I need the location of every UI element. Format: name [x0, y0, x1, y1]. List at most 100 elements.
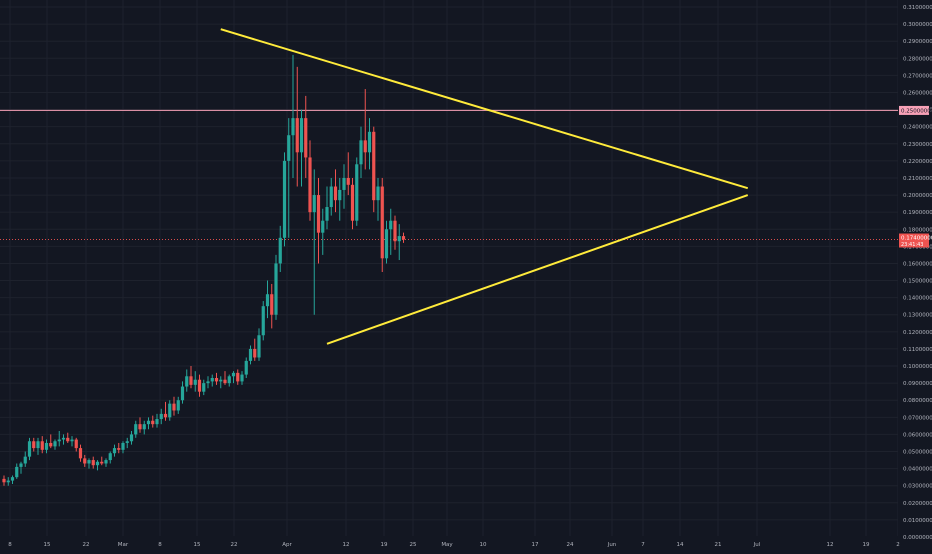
candle-body [121, 442, 125, 450]
candle-body [295, 118, 299, 153]
horizontal-lines [0, 109, 898, 241]
candle-body [367, 131, 372, 153]
candle-body [325, 207, 329, 221]
candle-body [253, 348, 257, 358]
candle-body [15, 466, 19, 478]
candle-body [342, 177, 346, 190]
candle-body [32, 441, 36, 449]
candle-body [261, 306, 265, 336]
candle-countdown-label: 23:41:43 [901, 242, 923, 248]
price-axis-background [898, 0, 932, 550]
time-tick-label: 10 [480, 542, 487, 548]
candle-body [287, 135, 291, 161]
candle-body [91, 460, 95, 466]
time-axis[interactable]: 8 15 22 Mar 8 15 22 Apr 12 19 25 May 10 17 24 Jun 7 14 21 J… [0, 536, 900, 550]
time-tick-label: 12 [343, 542, 350, 548]
candle-body [401, 236, 406, 240]
lower-trendline[interactable] [326, 194, 749, 345]
candle-body [278, 237, 282, 264]
candle-body [270, 294, 274, 315]
candle-body [74, 439, 78, 449]
candle-body [210, 378, 214, 382]
trendlines-layer[interactable] [220, 28, 749, 345]
candle-body [380, 186, 384, 259]
time-tick-label: Mar [118, 542, 129, 548]
candle-body [197, 379, 202, 392]
candle-body [142, 424, 146, 430]
candle-body [397, 236, 401, 242]
candle-body [185, 376, 189, 387]
candle-body [180, 386, 185, 401]
time-tick-label: 8 [158, 542, 162, 548]
candle-body [312, 195, 316, 213]
grid-layer [0, 0, 899, 538]
time-tick-label: 19 [381, 542, 388, 548]
time-tick-label: 22 [83, 542, 90, 548]
candle-body [372, 131, 376, 201]
candle-body [219, 379, 223, 382]
candle-body [159, 413, 163, 420]
candle-body [172, 403, 176, 411]
candle-body [146, 420, 151, 425]
candle-body [163, 413, 168, 418]
candle-body [61, 437, 66, 440]
candle-body [316, 195, 321, 233]
candle-body [117, 448, 121, 450]
time-tick-label: Jun [607, 542, 617, 548]
time-tick-label: 7 [641, 542, 645, 548]
candle-body [151, 420, 155, 425]
candle-body [384, 229, 389, 259]
candle-body [223, 379, 227, 384]
time-tick-label: 15 [44, 542, 51, 548]
candle-body [274, 263, 278, 315]
candle-body [40, 441, 44, 450]
candle-body [291, 118, 295, 136]
candle-body [363, 140, 367, 153]
candle-body [346, 177, 350, 185]
time-tick-label: Jul [753, 542, 761, 548]
upper-trendline[interactable] [220, 28, 749, 190]
candle-body [53, 441, 57, 447]
current-price-tag [899, 233, 929, 248]
candle-body [304, 118, 308, 158]
candle-body [350, 184, 355, 221]
candle-body [23, 456, 27, 464]
time-tick-label: 12 [827, 542, 834, 548]
candle-body [206, 381, 210, 384]
candle-body [244, 360, 248, 375]
resistance-price-tag [899, 105, 929, 115]
candle-body [329, 186, 333, 208]
candle-body [27, 441, 32, 457]
candle-body [176, 400, 180, 411]
candle-body [231, 372, 236, 377]
time-tick-label: 25 [410, 542, 417, 548]
candle-body [138, 424, 142, 430]
candle-body [66, 437, 70, 442]
candle-body [333, 186, 338, 201]
time-tick-label: Apr [282, 542, 292, 548]
candle-body [134, 424, 138, 435]
time-tick-label: 2 [896, 542, 900, 548]
